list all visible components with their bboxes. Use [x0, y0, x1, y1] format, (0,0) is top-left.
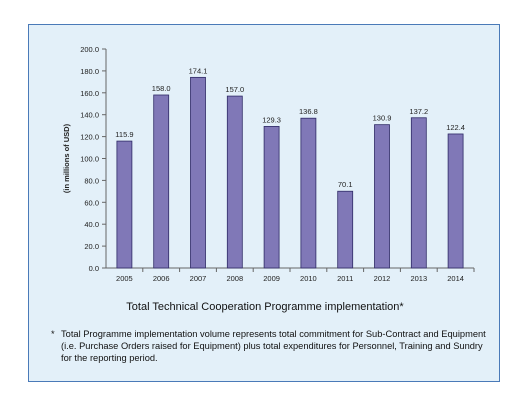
bar — [116, 140, 133, 269]
footnote-marker: * — [51, 329, 55, 339]
x-tick-label: 2014 — [447, 274, 464, 283]
y-tick-label: 80.0 — [84, 176, 99, 185]
x-tick-label: 2007 — [190, 274, 207, 283]
x-tick-label: 2008 — [226, 274, 243, 283]
y-tick-label: 60.0 — [84, 198, 99, 207]
x-tick-label: 2011 — [337, 274, 353, 283]
bar — [410, 117, 427, 269]
y-tick-label: 0.0 — [89, 264, 99, 273]
chart-title: Total Technical Cooperation Programme im… — [126, 301, 404, 313]
x-tick-label: 2006 — [153, 274, 170, 283]
x-tick-label: 2012 — [374, 274, 391, 283]
data-label: 115.9 — [115, 130, 133, 139]
data-label: 157.0 — [225, 85, 244, 94]
y-tick-label: 160.0 — [80, 89, 99, 98]
x-tick-label: 2009 — [263, 274, 280, 283]
bar — [374, 124, 390, 269]
data-label: 130.9 — [373, 114, 392, 123]
y-tick-label: 140.0 — [80, 111, 99, 120]
data-label: 129.3 — [262, 115, 281, 124]
bar — [263, 126, 280, 269]
data-label: 137.2 — [409, 107, 428, 116]
bar — [153, 94, 170, 269]
bar-chart: 0.0 20.0 40.0 60.0 80.0 100.0 120.0 140.0 160.0 1… — [62, 45, 475, 283]
footnote-text: Total Programme implementation volume re… — [61, 329, 486, 363]
footnote: * Total Programme implementation volume … — [51, 328, 491, 364]
bar — [190, 76, 206, 269]
bar — [300, 117, 317, 269]
y-tick-label: 40.0 — [84, 220, 99, 229]
bar — [447, 133, 464, 269]
data-label: 70.1 — [338, 180, 353, 189]
y-tick-label: 200.0 — [80, 45, 99, 54]
y-tick-label: 120.0 — [80, 133, 99, 142]
data-label: 136.8 — [299, 107, 318, 116]
chart-frame: 0.0 20.0 40.0 60.0 80.0 100.0 120.0 140.0 160.0 1… — [28, 24, 500, 382]
y-tick-label: 100.0 — [80, 155, 99, 164]
x-tick-label: 2010 — [300, 274, 317, 283]
bar — [226, 95, 243, 269]
y-tick-label: 20.0 — [84, 242, 99, 251]
bar — [337, 190, 354, 269]
y-tick-label: 180.0 — [80, 67, 99, 76]
data-label: 122.4 — [446, 123, 465, 132]
x-tick-label: 2005 — [116, 274, 133, 283]
y-axis-label: (in millions of USD) — [62, 123, 71, 193]
data-label: 158.0 — [152, 84, 171, 93]
x-tick-label: 2013 — [410, 274, 427, 283]
data-label: 174.1 — [189, 66, 208, 75]
